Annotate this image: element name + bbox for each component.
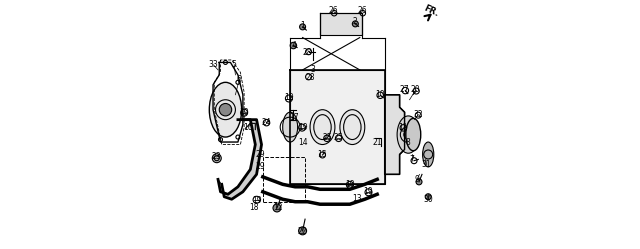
Text: 26: 26 — [358, 6, 367, 15]
Text: FR.: FR. — [422, 4, 440, 18]
Text: 29: 29 — [256, 150, 266, 159]
Text: 12: 12 — [273, 203, 282, 212]
Text: 20: 20 — [411, 85, 420, 94]
Ellipse shape — [310, 110, 335, 144]
Text: 7: 7 — [410, 155, 415, 164]
Circle shape — [220, 104, 232, 116]
Text: 32: 32 — [413, 110, 423, 119]
Text: 3: 3 — [310, 65, 315, 74]
Text: 19: 19 — [239, 108, 249, 117]
Ellipse shape — [422, 142, 434, 167]
Text: 9: 9 — [415, 175, 419, 184]
Ellipse shape — [397, 116, 419, 153]
Text: 11: 11 — [399, 123, 408, 132]
Text: 33: 33 — [209, 61, 218, 69]
Text: 8: 8 — [406, 137, 411, 146]
Text: 29: 29 — [256, 162, 266, 171]
Circle shape — [273, 204, 281, 212]
Ellipse shape — [406, 119, 420, 151]
Text: 2: 2 — [353, 17, 357, 26]
Circle shape — [425, 194, 431, 200]
Circle shape — [404, 130, 413, 139]
Text: 30: 30 — [423, 195, 433, 204]
Text: 10: 10 — [375, 90, 385, 99]
Text: 15: 15 — [317, 150, 327, 159]
Text: 19: 19 — [284, 93, 294, 102]
Text: 16: 16 — [243, 123, 253, 132]
Text: 5: 5 — [232, 61, 237, 69]
Bar — [290, 70, 385, 184]
Text: 6: 6 — [237, 75, 241, 84]
Circle shape — [353, 21, 358, 27]
Text: 14: 14 — [298, 137, 307, 146]
Circle shape — [300, 24, 305, 30]
Text: 17: 17 — [289, 113, 299, 122]
Text: 28: 28 — [303, 48, 312, 57]
Circle shape — [299, 227, 307, 235]
Text: 24: 24 — [262, 118, 271, 127]
Text: 13: 13 — [353, 193, 362, 202]
Text: 27: 27 — [400, 85, 410, 94]
Polygon shape — [385, 95, 404, 174]
Ellipse shape — [340, 110, 365, 144]
Bar — [320, 13, 362, 35]
Text: 25: 25 — [323, 132, 332, 142]
Text: 19: 19 — [252, 196, 261, 205]
Text: 21: 21 — [372, 137, 382, 146]
Circle shape — [416, 179, 422, 185]
Text: 1: 1 — [300, 21, 305, 30]
Text: 4: 4 — [291, 41, 296, 50]
Text: 31: 31 — [422, 160, 431, 169]
Ellipse shape — [283, 112, 298, 142]
Text: 25: 25 — [334, 132, 344, 142]
Text: 23: 23 — [212, 152, 221, 161]
Text: 28: 28 — [305, 73, 315, 82]
Text: 22: 22 — [298, 227, 307, 236]
Text: 18: 18 — [250, 203, 259, 212]
Circle shape — [290, 42, 296, 49]
Text: 26: 26 — [329, 6, 339, 15]
Ellipse shape — [209, 82, 242, 137]
Text: 19: 19 — [298, 123, 307, 132]
Text: 19: 19 — [364, 187, 373, 196]
Polygon shape — [218, 120, 262, 199]
Circle shape — [212, 154, 221, 163]
Text: 19: 19 — [345, 180, 355, 189]
